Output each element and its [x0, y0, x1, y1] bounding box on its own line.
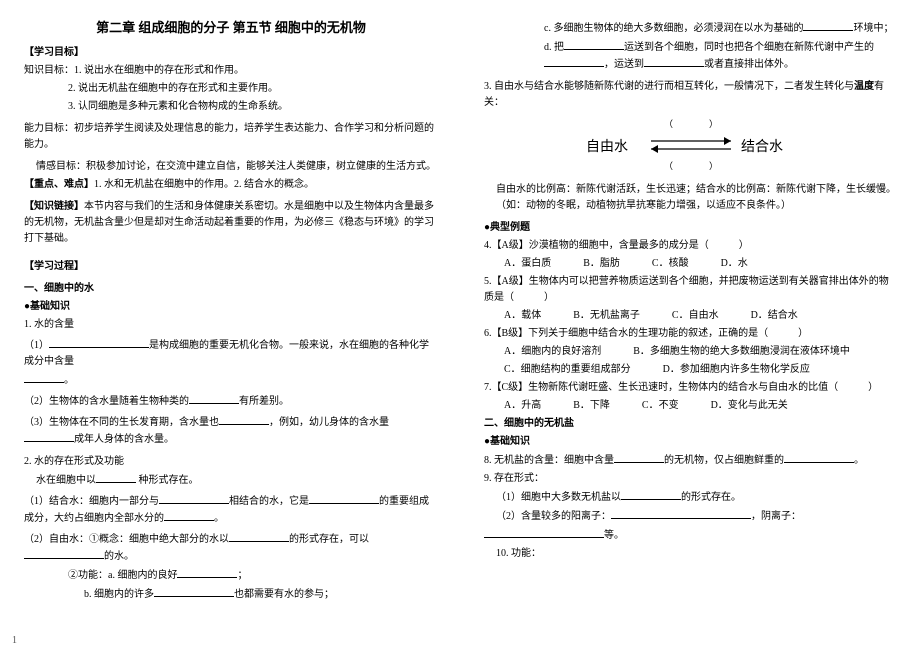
p-water-forms: 2. 水的存在形式及功能 — [24, 454, 438, 470]
right-column: c. 多细胞生物体的绝大多数细胞，必须浸润在以水为基础的环境中； d. 把运送到… — [460, 0, 920, 650]
blank — [49, 337, 149, 348]
p8: 8. 无机盐的含量：细胞中含量的无机物，仅占细胞鲜重的。 — [484, 452, 898, 469]
q5-opts: A．载体B．无机盐离子C．自由水D．结合水 — [484, 308, 898, 324]
q5: 5.【A级】生物体内可以把营养物质运送到各个细胞，并把废物运送到有关器官排出体外… — [484, 274, 898, 306]
chapter-title: 第二章 组成细胞的分子 第五节 细胞中的无机物 — [24, 18, 438, 39]
func-c: c. 多细胞生物体的绝大多数细胞，必须浸润在以水为基础的环境中； — [484, 20, 898, 37]
paren-top: （ ） — [484, 117, 898, 131]
p10: 10. 功能： — [484, 546, 898, 562]
obj-k3: 3. 认同细胞是多种元素和化合物构成的生命系统。 — [24, 99, 438, 115]
heading-examples: ●典型例题 — [484, 220, 898, 236]
heading-link: 【知识链接】本节内容与我们的生活和身体健康关系密切。水是细胞中以及生物体内含量最… — [24, 199, 438, 247]
heading-mineral: 二、细胞中的无机盐 — [484, 416, 898, 432]
blank-line-1b: 。 — [24, 372, 438, 389]
blank-func-b: b. 细胞内的许多也都需要有水的参与； — [24, 586, 438, 603]
blank-free-water: （2）自由水：①概念：细胞中绝大部分的水以的形式存在，可以的水。 — [24, 531, 438, 565]
q6-opts-1: A．细胞内的良好溶剂B．多细胞生物的绝大多数细胞浸润在液体环境中 — [484, 344, 898, 360]
double-arrow-icon: 自由水 结合水 — [576, 131, 806, 159]
free-water-label: 自由水 — [586, 139, 628, 155]
bound-water-label: 结合水 — [741, 139, 783, 155]
p3-transform: 3. 自由水与结合水能够随新陈代谢的进行而相互转化，一般情况下，二者发生转化与温… — [484, 79, 898, 111]
obj-a: 能力目标：初步培养学生阅读及处理信息的能力，培养学生表达能力、合作学习和分析问题… — [24, 121, 438, 153]
p9: 9. 存在形式： — [484, 471, 898, 487]
q6-opts-2: C．细胞结构的重要组成部分D．参加细胞内许多生物化学反应 — [484, 362, 898, 378]
p-water-amount: 1. 水的含量 — [24, 317, 438, 333]
left-column: 第二章 组成细胞的分子 第五节 细胞中的无机物 【学习目标】 知识目标：1. 说… — [0, 0, 460, 650]
obj-e: 情感目标：积极参加讨论，在交流中建立自信，能够关注人类健康，树立健康的生活方式。 — [24, 159, 438, 175]
q6: 6.【B级】下列关于细胞中结合水的生理功能的叙述，正确的是（ ） — [484, 326, 898, 342]
heading-water: 一、细胞中的水 — [24, 281, 438, 297]
obj-k1: 知识目标：1. 说出水在细胞中的存在形式和作用。 — [24, 63, 438, 79]
q4-opts: A．蛋白质B．脂肪C．核酸D．水 — [484, 256, 898, 272]
page-number: 1 — [12, 635, 17, 646]
q7-opts: A．升高B．下降C．不变D．变化与此无关 — [484, 398, 898, 414]
p9-2: （2）含量较多的阳离子：，阴离子： — [484, 508, 898, 525]
heading-objectives: 【学习目标】 — [24, 45, 438, 61]
obj-k2: 2. 说出无机盐在细胞中的存在形式和主要作用。 — [24, 81, 438, 97]
p9-1: （1）细胞中大多数无机盐以的形式存在。 — [484, 489, 898, 506]
func-d: d. 把运送到各个细胞，同时也把各个细胞在新陈代谢中产生的，运送到或者直接排出体… — [484, 39, 898, 73]
q7: 7.【C级】生物新陈代谢旺盛、生长迅速时，生物体内的结合水与自由水的比值（ ） — [484, 380, 898, 396]
blank-forms: 水在细胞中以 种形式存在。 — [24, 472, 438, 489]
blank-line-3: （3）生物体在不同的生长发育期，含水量也，例如，幼儿身体的含水量成年人身体的含水… — [24, 414, 438, 448]
p9-2b: 等。 — [484, 527, 898, 544]
heading-basic: ●基础知识 — [24, 299, 438, 315]
q4: 4.【A级】沙漠植物的细胞中，含量最多的成分是（ ） — [484, 238, 898, 254]
blank-line-2: （2）生物体的含水量随着生物种类的有所差别。 — [24, 393, 438, 410]
blank-bound-water: （1）结合水：细胞内一部分与相结合的水，它是的重要组成成分，大约占细胞内全部水分… — [24, 493, 438, 527]
heading-process: 【学习过程】 — [24, 259, 438, 275]
heading-key: 【重点、难点】1. 水和无机盐在细胞中的作用。2. 结合水的概念。 — [24, 177, 438, 193]
paren-bottom: （ ） — [484, 159, 898, 173]
note-ratio: 自由水的比例高：新陈代谢活跃，生长迅速；结合水的比例高：新陈代谢下降，生长缓慢。… — [484, 182, 898, 214]
conversion-diagram: （ ） 自由水 结合水 （ ） — [484, 113, 898, 178]
blank-line-1: （1）是构成细胞的重要无机化合物。一般来说，水在细胞的各种化学成分中含量 — [24, 337, 438, 370]
blank-func-a: ②功能：a. 细胞内的良好； — [24, 567, 438, 584]
heading-basic2: ●基础知识 — [484, 434, 898, 450]
